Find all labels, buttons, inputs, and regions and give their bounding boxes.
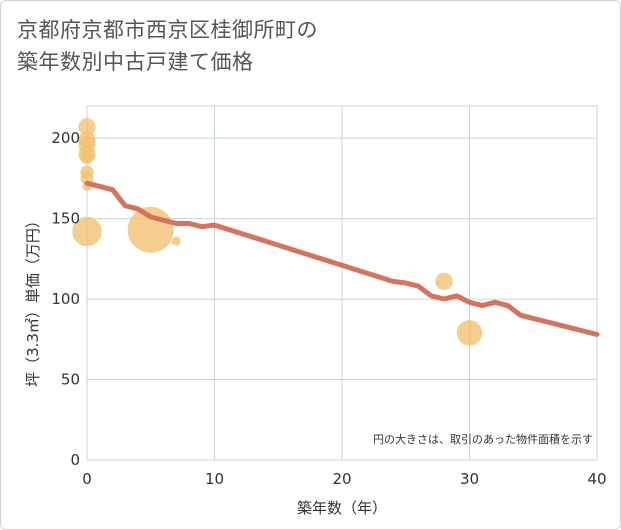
chart-title-line-2: 築年数別中古戸建て価格 [17,50,254,74]
x-tick-label: 30 [460,470,479,488]
x-tick-label: 40 [587,470,606,488]
x-tick-label: 0 [82,470,92,488]
y-tick-label: 50 [61,371,80,389]
chart-title: 京都府京都市西京区桂御所町の 築年数別中古戸建て価格 [17,14,318,78]
bubble-point [127,206,174,253]
y-tick-label: 100 [51,290,80,308]
x-tick-label: 10 [205,470,224,488]
grid-lines [87,106,597,460]
bubble-point [80,150,94,165]
bubble-point [435,272,453,291]
y-tick-label: 0 [70,451,80,469]
trend-line [84,180,600,337]
y-tick-label: 200 [51,129,80,147]
x-tick-label: 20 [332,470,351,488]
chart-title-line-1: 京都府京都市西京区桂御所町の [17,18,318,42]
y-axis-label: 坪（3.3㎡）単価（万円） [24,213,42,387]
bubble-point [456,320,483,346]
bubble-size-note: 円の大きさは、取引のあった物件面積を示す [373,432,593,446]
bubble-point [78,118,96,136]
trend-line-series [84,180,600,337]
x-axis-label: 築年数（年） [297,499,387,517]
bubble-point [72,216,102,247]
tick-labels: 0 10 20 30 40 0 50 100 150 200 [51,129,606,488]
bubble-point [171,236,181,246]
y-tick-label: 150 [51,210,80,228]
